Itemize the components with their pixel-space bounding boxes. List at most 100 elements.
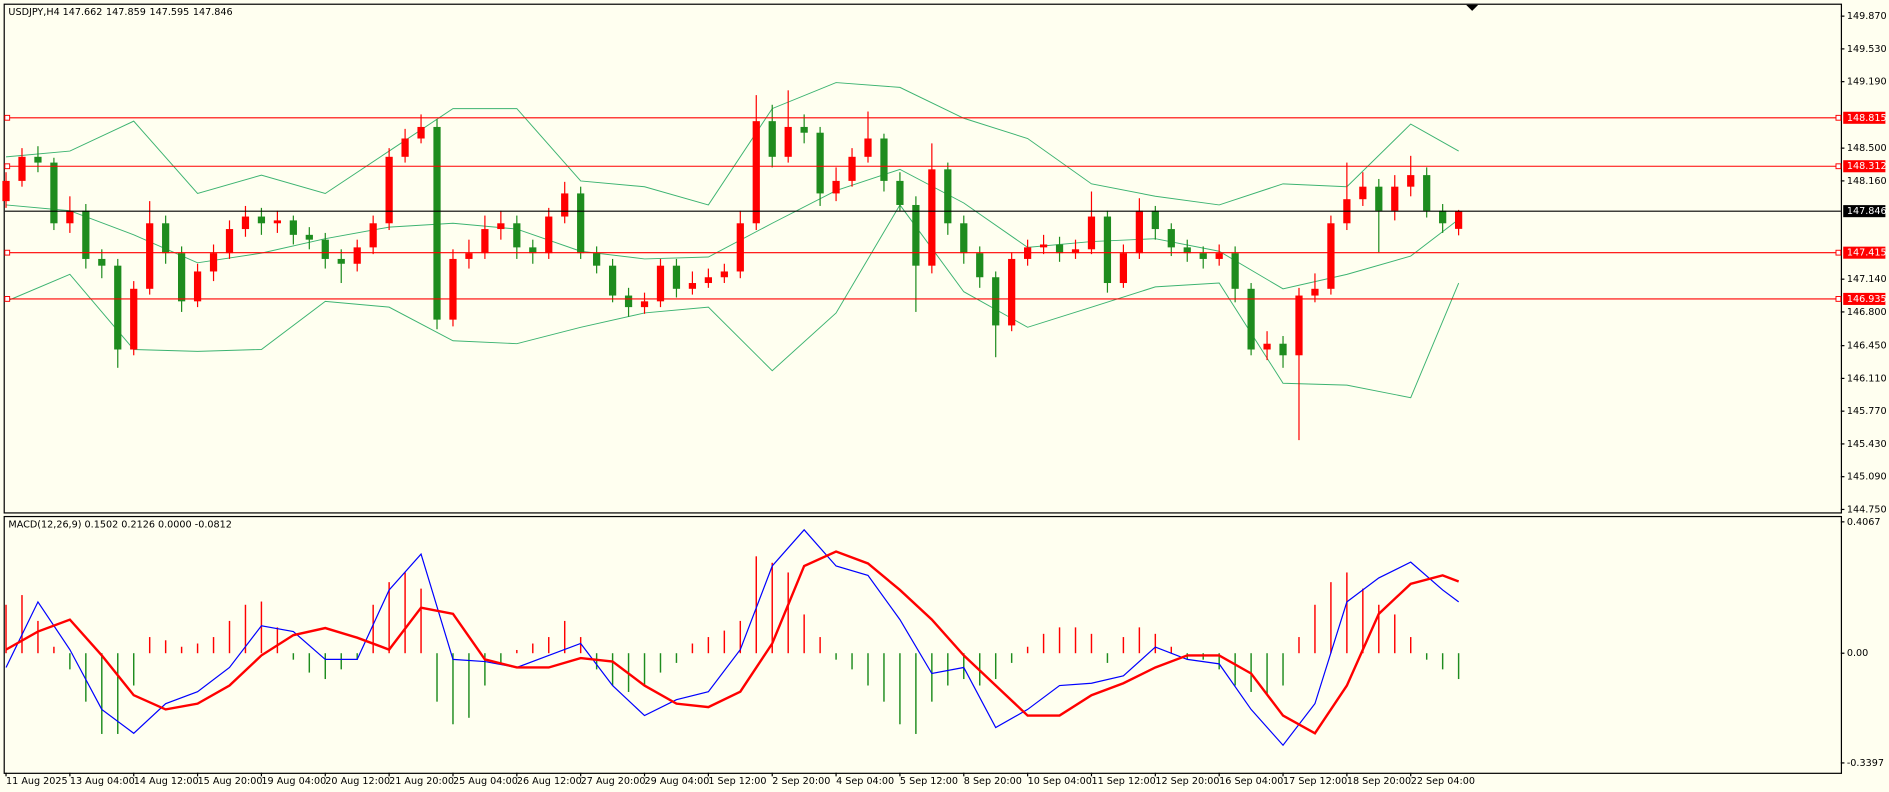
- candle-body: [177, 253, 186, 302]
- macd-histogram-bar: [260, 601, 263, 654]
- candle-body: [672, 265, 681, 289]
- macd-histogram-bar: [436, 653, 438, 702]
- candle-body: [1055, 244, 1064, 254]
- macd-histogram-bar: [883, 653, 885, 702]
- macd-histogram-bar: [53, 646, 55, 654]
- macd-histogram-bar: [579, 637, 582, 654]
- macd-histogram-bar: [835, 653, 837, 660]
- candle-body: [417, 126, 425, 139]
- y-tick-label: -0.3397: [1847, 758, 1884, 769]
- candle-body: [912, 204, 920, 266]
- candle-body: [561, 193, 569, 217]
- level-anchor: [4, 296, 11, 302]
- candle-body: [433, 126, 441, 320]
- candle-body: [928, 169, 936, 266]
- candle-body: [656, 265, 665, 302]
- level-anchor: [1835, 249, 1842, 256]
- x-tick-label: 8 Sep 20:00: [964, 776, 1022, 787]
- macd-histogram-bar: [739, 620, 742, 654]
- macd-histogram-bar: [500, 653, 502, 663]
- macd-histogram-bar: [133, 653, 135, 686]
- candle-body: [768, 121, 776, 157]
- macd-histogram-bar: [1218, 653, 1220, 670]
- macd-histogram-bar: [196, 643, 199, 654]
- x-tick-label: 16 Sep 04:00: [1219, 776, 1283, 787]
- macd-histogram-bar: [356, 653, 358, 660]
- macd-histogram-bar: [915, 653, 917, 734]
- candle-body: [2, 180, 10, 202]
- macd-histogram-bar: [1170, 646, 1173, 654]
- candle-body: [1247, 288, 1255, 350]
- macd-histogram-bar: [1154, 633, 1157, 654]
- level-anchor: [1835, 296, 1842, 302]
- level-label: 147.415: [1847, 248, 1887, 259]
- candle-body: [1375, 186, 1383, 211]
- macd-histogram-bar: [212, 637, 215, 654]
- level-box: [1843, 292, 1886, 305]
- macd-histogram-bar: [595, 653, 598, 670]
- candle-body: [225, 229, 234, 254]
- macd-histogram-bar: [1234, 653, 1236, 686]
- candle-body: [976, 253, 984, 278]
- candle-body: [944, 169, 952, 224]
- macd-histogram-bar: [707, 637, 710, 654]
- candle-body: [1263, 343, 1271, 350]
- candle-body: [162, 223, 170, 254]
- candle-body: [257, 216, 266, 224]
- macd-histogram-bar: [69, 653, 71, 670]
- y-tick-label: 145.430: [1847, 439, 1887, 450]
- y-tick-label: 147.140: [1847, 274, 1887, 285]
- macd-histogram-bar: [723, 630, 726, 654]
- candle-body: [736, 223, 744, 272]
- x-tick-label: 11 Sep 12:00: [1091, 776, 1155, 787]
- macd-histogram-bar: [244, 604, 247, 654]
- macd-histogram-bar: [1346, 572, 1348, 654]
- candle-body: [34, 156, 42, 163]
- macd-histogram-bar: [899, 653, 901, 725]
- candle-body: [529, 247, 537, 254]
- x-tick-label: 20 Aug 12:00: [325, 776, 390, 787]
- candle-body: [1279, 343, 1287, 356]
- x-tick-label: 15 Aug 20:00: [198, 776, 263, 787]
- x-tick-label: 29 Aug 04:00: [645, 776, 710, 787]
- macd-histogram-bar: [947, 653, 949, 686]
- macd-histogram-bar: [1410, 637, 1412, 654]
- x-tick-label: 11 Aug 2025: [6, 776, 68, 787]
- macd-histogram-bar: [659, 653, 662, 673]
- candle-body: [832, 180, 840, 194]
- macd-histogram-bar: [771, 562, 773, 654]
- macd-histogram-bar: [691, 643, 694, 654]
- candle-body: [114, 265, 122, 350]
- shift-marker: [1466, 4, 1479, 11]
- candle-body: [497, 223, 505, 230]
- x-tick-label: 14 Aug 12:00: [134, 776, 199, 787]
- signal-line: [5, 550, 1460, 735]
- candle-body: [960, 223, 968, 254]
- candle-body: [1071, 249, 1080, 254]
- candle-body: [1423, 175, 1431, 211]
- candle-body: [1199, 253, 1207, 259]
- quote-value: 147.846: [193, 7, 233, 18]
- candle-body: [608, 265, 617, 296]
- macd-histogram-bar: [1441, 653, 1444, 670]
- macd-histogram-bar: [1090, 633, 1093, 654]
- y-tick-label: 145.090: [1847, 472, 1887, 483]
- candle-body: [146, 223, 154, 289]
- x-tick-label: 2 Sep 20:00: [772, 776, 830, 787]
- macd-histogram-bar: [484, 653, 486, 686]
- candle-body: [1295, 295, 1303, 356]
- level-label: 148.815: [1847, 113, 1887, 124]
- macd-histogram-bar: [21, 595, 23, 654]
- x-tick-label: 13 Aug 04:00: [70, 776, 135, 787]
- macd-histogram-bar: [1010, 653, 1013, 663]
- candle-body: [98, 258, 106, 266]
- macd-histogram-bar: [1042, 633, 1045, 654]
- macd-histogram-bar: [787, 572, 789, 654]
- macd-histogram-bar: [1314, 604, 1316, 654]
- candle-body: [353, 247, 361, 264]
- quote-value: 147.662: [63, 7, 103, 18]
- macd-histogram-bar: [180, 646, 183, 654]
- candle-body: [337, 258, 345, 264]
- candle-body: [321, 239, 329, 259]
